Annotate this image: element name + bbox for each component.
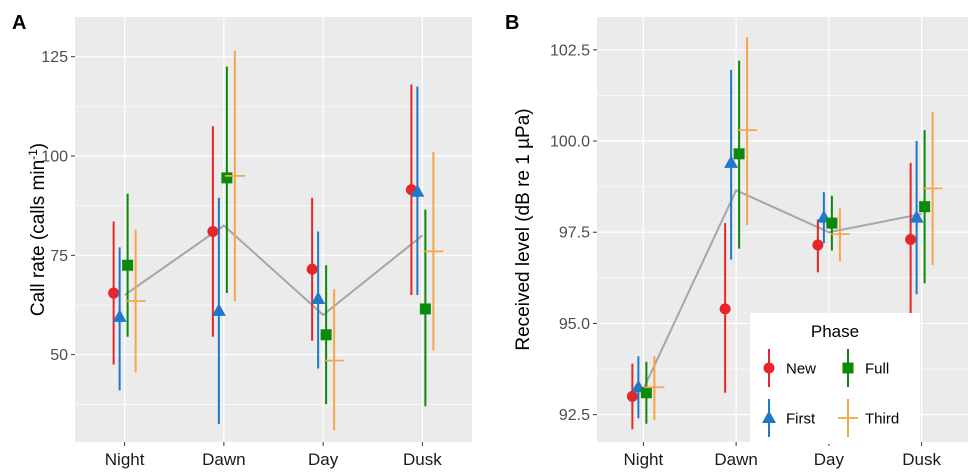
panel-b: 92.5 95.0 97.5 100.0 102.5 Night Dawn Day Dusk Re…	[513, 17, 968, 469]
data-point	[108, 287, 120, 299]
legend-item-first: First	[762, 399, 816, 437]
data-point	[125, 294, 146, 307]
x-tick-label: Night	[105, 450, 145, 469]
y-tick-label: 50	[50, 347, 68, 364]
data-point	[829, 228, 850, 241]
legend-item-third: Third	[838, 399, 899, 437]
series-full	[640, 60, 931, 424]
data-point	[207, 225, 219, 237]
data-point	[922, 182, 943, 195]
series-third	[644, 37, 943, 421]
y-tick-label: 75	[50, 248, 68, 265]
y-tick-label: 95.0	[559, 316, 590, 333]
legend-key-marker	[842, 362, 854, 374]
panel-a: 50 75 100 125 Night Dawn Day Dusk Call rate (cal…	[26, 17, 472, 469]
data-point	[320, 329, 332, 341]
y-axis-title-text: Call rate (calls min	[28, 160, 49, 316]
y-tick-label: 100	[41, 149, 68, 166]
data-point	[112, 309, 127, 322]
legend-box	[750, 313, 920, 444]
legend-item-full: Full	[842, 349, 889, 387]
y-axis-title: Call rate (calls min-1)	[26, 143, 49, 316]
series-full	[122, 66, 431, 407]
x-tick-label: Day	[308, 450, 339, 469]
y-tick-label: 97.5	[559, 225, 590, 242]
data-point	[419, 303, 431, 315]
x-tick-label: Dusk	[902, 450, 941, 469]
data-point	[909, 210, 924, 223]
data-point	[644, 381, 665, 394]
legend-label: First	[786, 411, 816, 428]
legend-label: Third	[865, 411, 899, 428]
data-point	[324, 354, 345, 367]
y-axis-title-text: Received level (dB re 1 µPa)	[513, 108, 534, 350]
y-axis-title-superscript: -1	[26, 149, 40, 160]
legend-label: New	[786, 361, 816, 378]
data-point	[737, 124, 758, 137]
x-tick-label: Night	[624, 450, 664, 469]
y-tick-label: 125	[41, 49, 68, 66]
data-point	[724, 155, 739, 168]
panel-b-letter: B	[505, 12, 519, 34]
legend: Phase New Full First Third	[750, 313, 920, 444]
y-axis-title-suffix: )	[28, 143, 49, 149]
data-point	[640, 387, 652, 399]
x-tick-label: Day	[814, 450, 845, 469]
data-point	[905, 234, 917, 246]
panel-a-letter: A	[12, 12, 26, 34]
x-tick-label: Dusk	[403, 450, 442, 469]
data-point	[221, 172, 233, 184]
series-first	[631, 69, 924, 419]
y-tick-label: 102.5	[550, 42, 590, 59]
y-axis-title: Received level (dB re 1 µPa)	[513, 108, 534, 350]
data-point	[410, 184, 425, 197]
y-tick-label: 100.0	[550, 134, 590, 151]
mean-line	[124, 224, 423, 317]
legend-item-new: New	[763, 349, 816, 387]
data-point	[626, 390, 638, 402]
series-first	[112, 86, 425, 425]
x-tick-label: Dawn	[714, 450, 757, 469]
data-point	[826, 217, 838, 229]
legend-key-marker	[763, 362, 775, 374]
plot-background	[75, 17, 472, 442]
data-point	[919, 201, 931, 213]
data-point	[423, 245, 444, 258]
data-point	[733, 148, 745, 160]
data-point	[306, 263, 318, 275]
legend-title: Phase	[811, 322, 859, 341]
legend-key-marker	[762, 410, 776, 423]
legend-label: Full	[865, 361, 889, 378]
series-new	[108, 84, 417, 365]
mean-line	[642, 188, 922, 390]
legend-key-marker	[838, 412, 858, 424]
data-point	[211, 303, 226, 316]
x-tick-label: Dawn	[202, 450, 245, 469]
data-point	[719, 303, 731, 315]
data-point	[224, 169, 245, 182]
data-point	[812, 239, 824, 251]
series-new	[626, 162, 917, 430]
series-third	[125, 50, 444, 431]
y-tick-label: 92.5	[559, 407, 590, 424]
data-point	[122, 259, 134, 271]
data-point	[311, 291, 326, 305]
